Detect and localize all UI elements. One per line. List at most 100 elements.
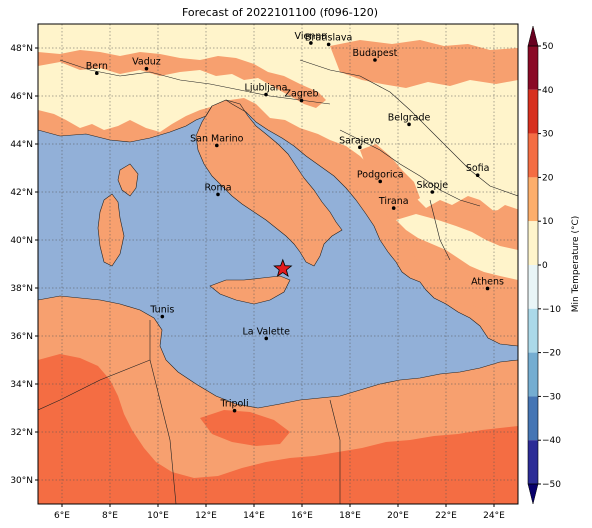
colorbar-tick-label: 40 xyxy=(542,86,554,96)
colorbar-tick-label: −30 xyxy=(542,392,561,402)
x-tick-label: 20°E xyxy=(387,511,409,521)
x-tick-label: 6°E xyxy=(54,511,70,521)
colorbar-band xyxy=(528,89,538,134)
y-tick-label: 46°N xyxy=(10,92,33,102)
city-label: Vaduz xyxy=(132,57,161,68)
city-label: Sofia xyxy=(466,163,490,174)
sicily-land xyxy=(210,276,290,304)
sardinia-land xyxy=(98,194,124,266)
colorbar-band xyxy=(528,396,538,441)
city-dot xyxy=(264,336,269,341)
city-dot xyxy=(430,190,435,194)
city-label: Belgrade xyxy=(388,112,431,123)
y-tick-label: 32°N xyxy=(10,428,33,438)
marker-layer xyxy=(273,258,293,278)
colorbar-band xyxy=(528,440,538,484)
x-tick-label: 16°E xyxy=(291,511,313,521)
x-tick-label: 22°E xyxy=(435,511,457,521)
x-tick-label: 14°E xyxy=(243,511,265,521)
city-dot xyxy=(232,408,237,413)
colorbar-band xyxy=(528,352,538,397)
colorbar-tick-label: 10 xyxy=(542,217,554,227)
city-label: San Marino xyxy=(190,133,243,144)
map-title: Forecast of 2022101100 (f096-120) xyxy=(181,6,379,19)
city-dot xyxy=(373,58,377,62)
colorbar-band xyxy=(528,46,538,90)
colorbar-band xyxy=(528,308,538,353)
city-label: Skopje xyxy=(417,180,449,191)
colorbar-extend-bottom xyxy=(527,483,539,505)
colorbar-band xyxy=(528,265,538,309)
x-tick-label: 12°E xyxy=(195,511,217,521)
city-label: Zagreb xyxy=(285,89,319,100)
x-tick-label: 10°E xyxy=(147,511,169,521)
city-dot xyxy=(144,66,149,71)
x-tick-label: 18°E xyxy=(339,511,361,521)
greece-mild xyxy=(396,214,518,280)
star-marker xyxy=(273,258,293,278)
city-dot xyxy=(378,179,383,184)
y-tick-label: 30°N xyxy=(10,476,33,486)
city-dot xyxy=(485,286,490,291)
map-frame xyxy=(37,23,519,505)
y-tick-label: 36°N xyxy=(10,332,33,342)
tick-layer: 6°E 8°E 10°E 12°E 14°E 16°E 18°E 20°E 22°E 24°E 48… xyxy=(10,44,505,521)
colorbar-band xyxy=(528,177,538,222)
colorbar-band xyxy=(528,221,538,265)
colorbar-extend-top xyxy=(527,25,539,47)
grid-layer xyxy=(38,24,518,504)
city-label: Bratislava xyxy=(305,32,352,43)
colorbar-tick-label: −10 xyxy=(542,305,561,315)
city-label: Bern xyxy=(86,61,108,72)
warm-patch-balkans xyxy=(360,144,420,206)
colorbar-tick-label: −20 xyxy=(542,349,561,359)
city-label: Tunis xyxy=(149,305,174,316)
city-label: Vienna xyxy=(295,31,328,42)
city-dot xyxy=(160,314,165,319)
city-dot xyxy=(391,206,396,210)
x-tick-label: 8°E xyxy=(102,511,118,521)
city-label: Budapest xyxy=(352,48,397,59)
city-dot xyxy=(309,41,313,45)
city-dot xyxy=(475,173,480,177)
warm-band-alps xyxy=(38,50,326,108)
city-dot xyxy=(407,122,411,127)
y-tick-label: 44°N xyxy=(10,140,33,150)
y-tick-label: 34°N xyxy=(10,380,33,390)
city-label: La Valette xyxy=(242,326,290,337)
colorbar-label: Min Temperature (°C) xyxy=(571,216,581,313)
y-tick-label: 48°N xyxy=(10,44,33,54)
italy-land xyxy=(196,100,342,266)
city-dot xyxy=(299,98,304,103)
hot-zone-interior xyxy=(200,410,290,446)
borders-layer xyxy=(38,59,518,504)
colorbar-band xyxy=(528,133,538,178)
x-tick-label: 24°E xyxy=(483,511,505,521)
colorbar: 50 40 30 20 10 0 −10 −20 −30 −40 −50 xyxy=(527,25,561,505)
colorbar-tick-label: 30 xyxy=(542,130,554,140)
colorbar-tick-label: 0 xyxy=(542,261,548,271)
city-dot xyxy=(216,192,220,197)
y-tick-label: 40°N xyxy=(10,236,33,246)
city-label: Sarajevo xyxy=(339,135,381,146)
colorbar-tick-label: −40 xyxy=(542,436,561,446)
city-label: Tirana xyxy=(378,196,409,207)
city-dot xyxy=(264,92,268,97)
city-dot xyxy=(326,42,331,47)
city-label: Podgorica xyxy=(357,169,404,180)
city-label: Athens xyxy=(471,276,504,287)
city-label: Roma xyxy=(204,182,231,193)
city-label: Ljubljana xyxy=(245,83,288,94)
colorbar-tick-label: 50 xyxy=(542,42,554,52)
city-dot xyxy=(215,143,219,148)
city-label: Tripoli xyxy=(220,399,249,410)
y-tick-label: 42°N xyxy=(10,188,33,198)
colorbar-tick-label: 20 xyxy=(542,173,554,183)
city-dot xyxy=(358,145,362,150)
y-tick-label: 38°N xyxy=(10,284,33,294)
warm-patch-hungary xyxy=(330,40,518,88)
colorbar-tick-label: −50 xyxy=(542,480,561,490)
corsica-land xyxy=(118,164,138,196)
